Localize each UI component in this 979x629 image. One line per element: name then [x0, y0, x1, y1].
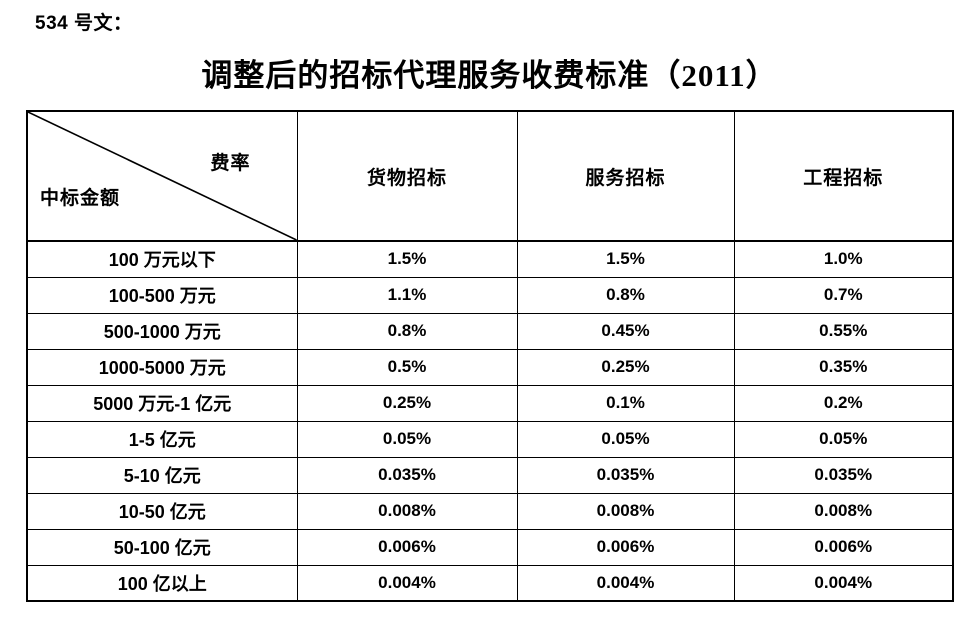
rate-cell: 0.004%: [516, 564, 735, 602]
diagonal-divider-line: [28, 112, 297, 240]
row-label: 50-100 亿元: [26, 528, 298, 566]
rate-cell: 0.004%: [296, 564, 518, 602]
rate-cell: 0.1%: [516, 384, 735, 422]
row-label: 100 亿以上: [26, 564, 298, 602]
rate-cell: 0.25%: [516, 348, 735, 386]
rate-cell: 0.006%: [516, 528, 735, 566]
corner-label-rate: 费率: [210, 153, 251, 174]
fee-table: 费率 中标金额 货物招标 服务招标 工程招标 100 万元以下 1.5% 1.5% 1.0…: [26, 110, 954, 602]
row-label: 500-1000 万元: [26, 312, 298, 350]
rate-cell: 0.8%: [516, 276, 735, 314]
rate-cell: 1.5%: [296, 240, 518, 278]
rate-cell: 0.006%: [733, 528, 954, 566]
rate-cell: 0.35%: [733, 348, 954, 386]
row-label: 100-500 万元: [26, 276, 298, 314]
table-row: 1000-5000 万元 0.5% 0.25% 0.35%: [26, 348, 954, 386]
rate-cell: 0.035%: [516, 456, 735, 494]
rate-cell: 0.035%: [296, 456, 518, 494]
table-row: 5000 万元-1 亿元 0.25% 0.1% 0.2%: [26, 384, 954, 422]
table-row: 100 亿以上 0.004% 0.004% 0.004%: [26, 564, 954, 602]
row-label: 1000-5000 万元: [26, 348, 298, 386]
rate-cell: 0.2%: [733, 384, 954, 422]
rate-cell: 0.5%: [296, 348, 518, 386]
rate-cell: 1.0%: [733, 240, 954, 278]
corner-header-cell: 费率 中标金额: [26, 110, 298, 242]
rate-cell: 0.45%: [516, 312, 735, 350]
row-label: 5-10 亿元: [26, 456, 298, 494]
rate-cell: 0.006%: [296, 528, 518, 566]
rate-cell: 0.05%: [733, 420, 954, 458]
table-row: 10-50 亿元 0.008% 0.008% 0.008%: [26, 492, 954, 530]
column-header-1: 服务招标: [516, 110, 735, 242]
header-row: 费率 中标金额 货物招标 服务招标 工程招标: [26, 110, 954, 242]
rate-cell: 0.05%: [296, 420, 518, 458]
rate-cell: 0.008%: [516, 492, 735, 530]
rate-cell: 0.8%: [296, 312, 518, 350]
rate-cell: 0.035%: [733, 456, 954, 494]
row-label: 5000 万元-1 亿元: [26, 384, 298, 422]
corner-label-amount: 中标金额: [40, 188, 121, 209]
row-label: 10-50 亿元: [26, 492, 298, 530]
table-row: 50-100 亿元 0.006% 0.006% 0.006%: [26, 528, 954, 566]
column-header-0: 货物招标: [296, 110, 518, 242]
rate-cell: 1.1%: [296, 276, 518, 314]
row-label: 100 万元以下: [26, 240, 298, 278]
rate-cell: 1.5%: [516, 240, 735, 278]
rate-cell: 0.004%: [733, 564, 954, 602]
table-body: 100 万元以下 1.5% 1.5% 1.0% 100-500 万元 1.1% 0.8% 0.…: [26, 240, 954, 602]
row-label: 1-5 亿元: [26, 420, 298, 458]
table-row: 5-10 亿元 0.035% 0.035% 0.035%: [26, 456, 954, 494]
page-title: 调整后的招标代理服务收费标准（2011）: [201, 58, 778, 93]
table-row: 100 万元以下 1.5% 1.5% 1.0%: [26, 240, 954, 278]
rate-cell: 0.05%: [516, 420, 735, 458]
rate-cell: 0.7%: [733, 276, 954, 314]
doc-number-label: 534 号文：: [35, 13, 133, 34]
column-header-2: 工程招标: [733, 110, 954, 242]
rate-cell: 0.55%: [733, 312, 954, 350]
table-row: 500-1000 万元 0.8% 0.45% 0.55%: [26, 312, 954, 350]
rate-cell: 0.008%: [733, 492, 954, 530]
rate-cell: 0.008%: [296, 492, 518, 530]
table-row: 1-5 亿元 0.05% 0.05% 0.05%: [26, 420, 954, 458]
table-row: 100-500 万元 1.1% 0.8% 0.7%: [26, 276, 954, 314]
rate-cell: 0.25%: [296, 384, 518, 422]
